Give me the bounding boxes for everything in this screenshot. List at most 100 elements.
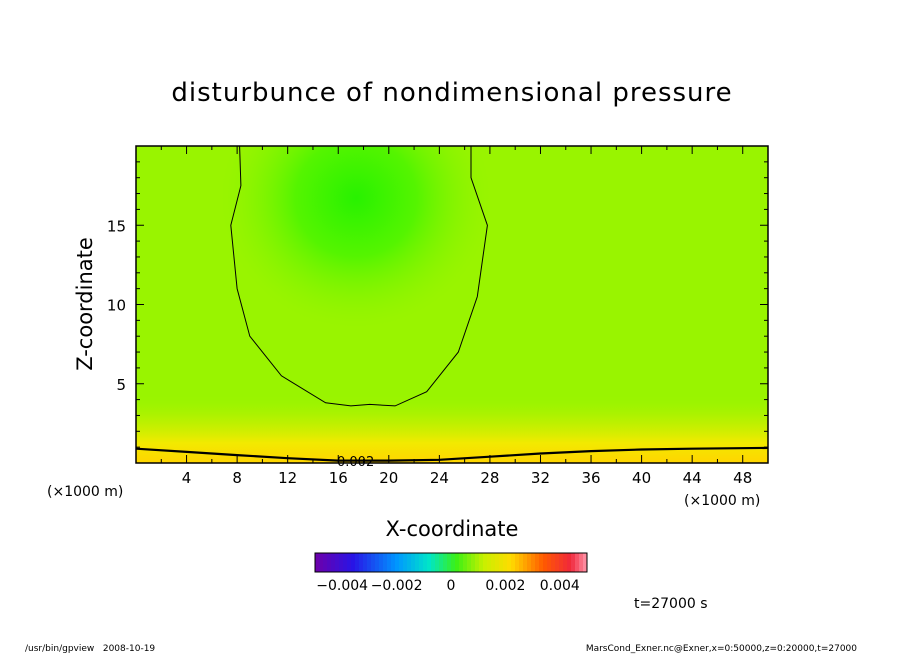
contour-label: 0.002 [337,455,374,470]
field-core [221,146,491,328]
colorbar-cell [407,553,412,572]
x-axis-title: X-coordinate [386,517,519,541]
colorbar-tick-label: 0.002 [485,578,525,594]
colorbar-cell [315,553,320,572]
colorbar-cell [551,553,556,572]
colorbar-cell [511,553,516,572]
field-surface-layer [136,395,768,463]
colorbar-cell [467,553,472,572]
plot-area [136,146,768,463]
colorbar-cell [323,553,328,572]
colorbar-cell [491,553,496,572]
colorbar-cell [519,553,524,572]
colorbar-tick-label: −0.004 [316,578,368,594]
colorbar-cell [579,553,584,572]
colorbar [315,553,588,572]
colorbar-cell [515,553,520,572]
x-tick-label: 24 [430,469,449,487]
time-label: t=27000 s [634,596,708,612]
colorbar-cell [539,553,544,572]
x-tick-label: 28 [480,469,499,487]
colorbar-cell [507,553,512,572]
colorbar-cell [419,553,424,572]
colorbar-cell [399,553,404,572]
colorbar-cell [415,553,420,572]
colorbar-cell [555,553,560,572]
colorbar-cell [495,553,500,572]
y-tick-label: 10 [107,297,126,315]
colorbar-cell [503,553,508,572]
colorbar-cell [435,553,440,572]
colorbar-cell [439,553,444,572]
colorbar-cell [487,553,492,572]
y-axis-title: Z-coordinate [73,237,97,371]
colorbar-labels: −0.004 −0.002 0 0.002 0.004 [316,578,580,594]
colorbar-cell [459,553,464,572]
colorbar-cell [367,553,372,572]
colorbar-cell [583,553,588,572]
colorbar-cell [335,553,340,572]
colorbar-cell [547,553,552,572]
x-tick-label: 36 [581,469,600,487]
colorbar-cell [431,553,436,572]
colorbar-cell [327,553,332,572]
colorbar-cell [471,553,476,572]
colorbar-cell [339,553,344,572]
colorbar-cell [479,553,484,572]
colorbar-cell [363,553,368,572]
colorbar-cell [411,553,416,572]
x-tick-label: 48 [733,469,752,487]
x-tick-label: 40 [632,469,651,487]
x-tick-label: 16 [329,469,348,487]
colorbar-cell [383,553,388,572]
x-unit-label-left: (×1000 m) [47,484,123,500]
x-tick-label: 44 [683,469,702,487]
contour-line [230,146,488,407]
colorbar-cell [427,553,432,572]
colorbar-tick-label: 0.004 [540,578,580,594]
colorbar-cell [543,553,548,572]
colorbar-cell [523,553,528,572]
footer-right: MarsCond_Exner.nc@Exner,x=0:50000,z=0:20… [586,644,857,654]
colorbar-cell [567,553,572,572]
colorbar-cell [375,553,380,572]
colorbar-cell [371,553,376,572]
colorbar-cell [379,553,384,572]
y-axis-ticks: 5 10 15 [107,161,768,448]
colorbar-cell [403,553,408,572]
colorbar-cell [527,553,532,572]
colorbar-cell [319,553,324,572]
x-tick-label: 4 [182,469,192,487]
y-tick-label: 15 [107,217,126,235]
colorbar-tick-label: −0.002 [371,578,423,594]
x-tick-label: 32 [531,469,550,487]
colorbar-cell [395,553,400,572]
colorbar-cell [391,553,396,572]
colorbar-cell [447,553,452,572]
colorbar-cell [563,553,568,572]
colorbar-cell [451,553,456,572]
colorbar-cell [387,553,392,572]
colorbar-cell [331,553,336,572]
colorbar-cell [575,553,580,572]
x-tick-label: 12 [278,469,297,487]
colorbar-cell [463,553,468,572]
x-tick-label: 20 [379,469,398,487]
colorbar-frame [314,552,588,573]
colorbar-cell [347,553,352,572]
colorbar-cell [343,553,348,572]
colorbar-cell [359,553,364,572]
colorbar-cell [455,553,460,572]
x-axis-ticks: 4 8 12 16 20 24 28 32 36 40 44 48 [160,146,752,487]
y-tick-label: 5 [116,376,126,394]
colorbar-cell [535,553,540,572]
colorbar-cell [423,553,428,572]
colorbar-cell [483,553,488,572]
colorbar-cell [499,553,504,572]
chart-title: disturbunce of nondimensional pressure [171,78,732,108]
x-tick-label: 8 [232,469,242,487]
colorbar-cell [531,553,536,572]
x-unit-label-right: (×1000 m) [684,493,760,509]
colorbar-cell [443,553,448,572]
